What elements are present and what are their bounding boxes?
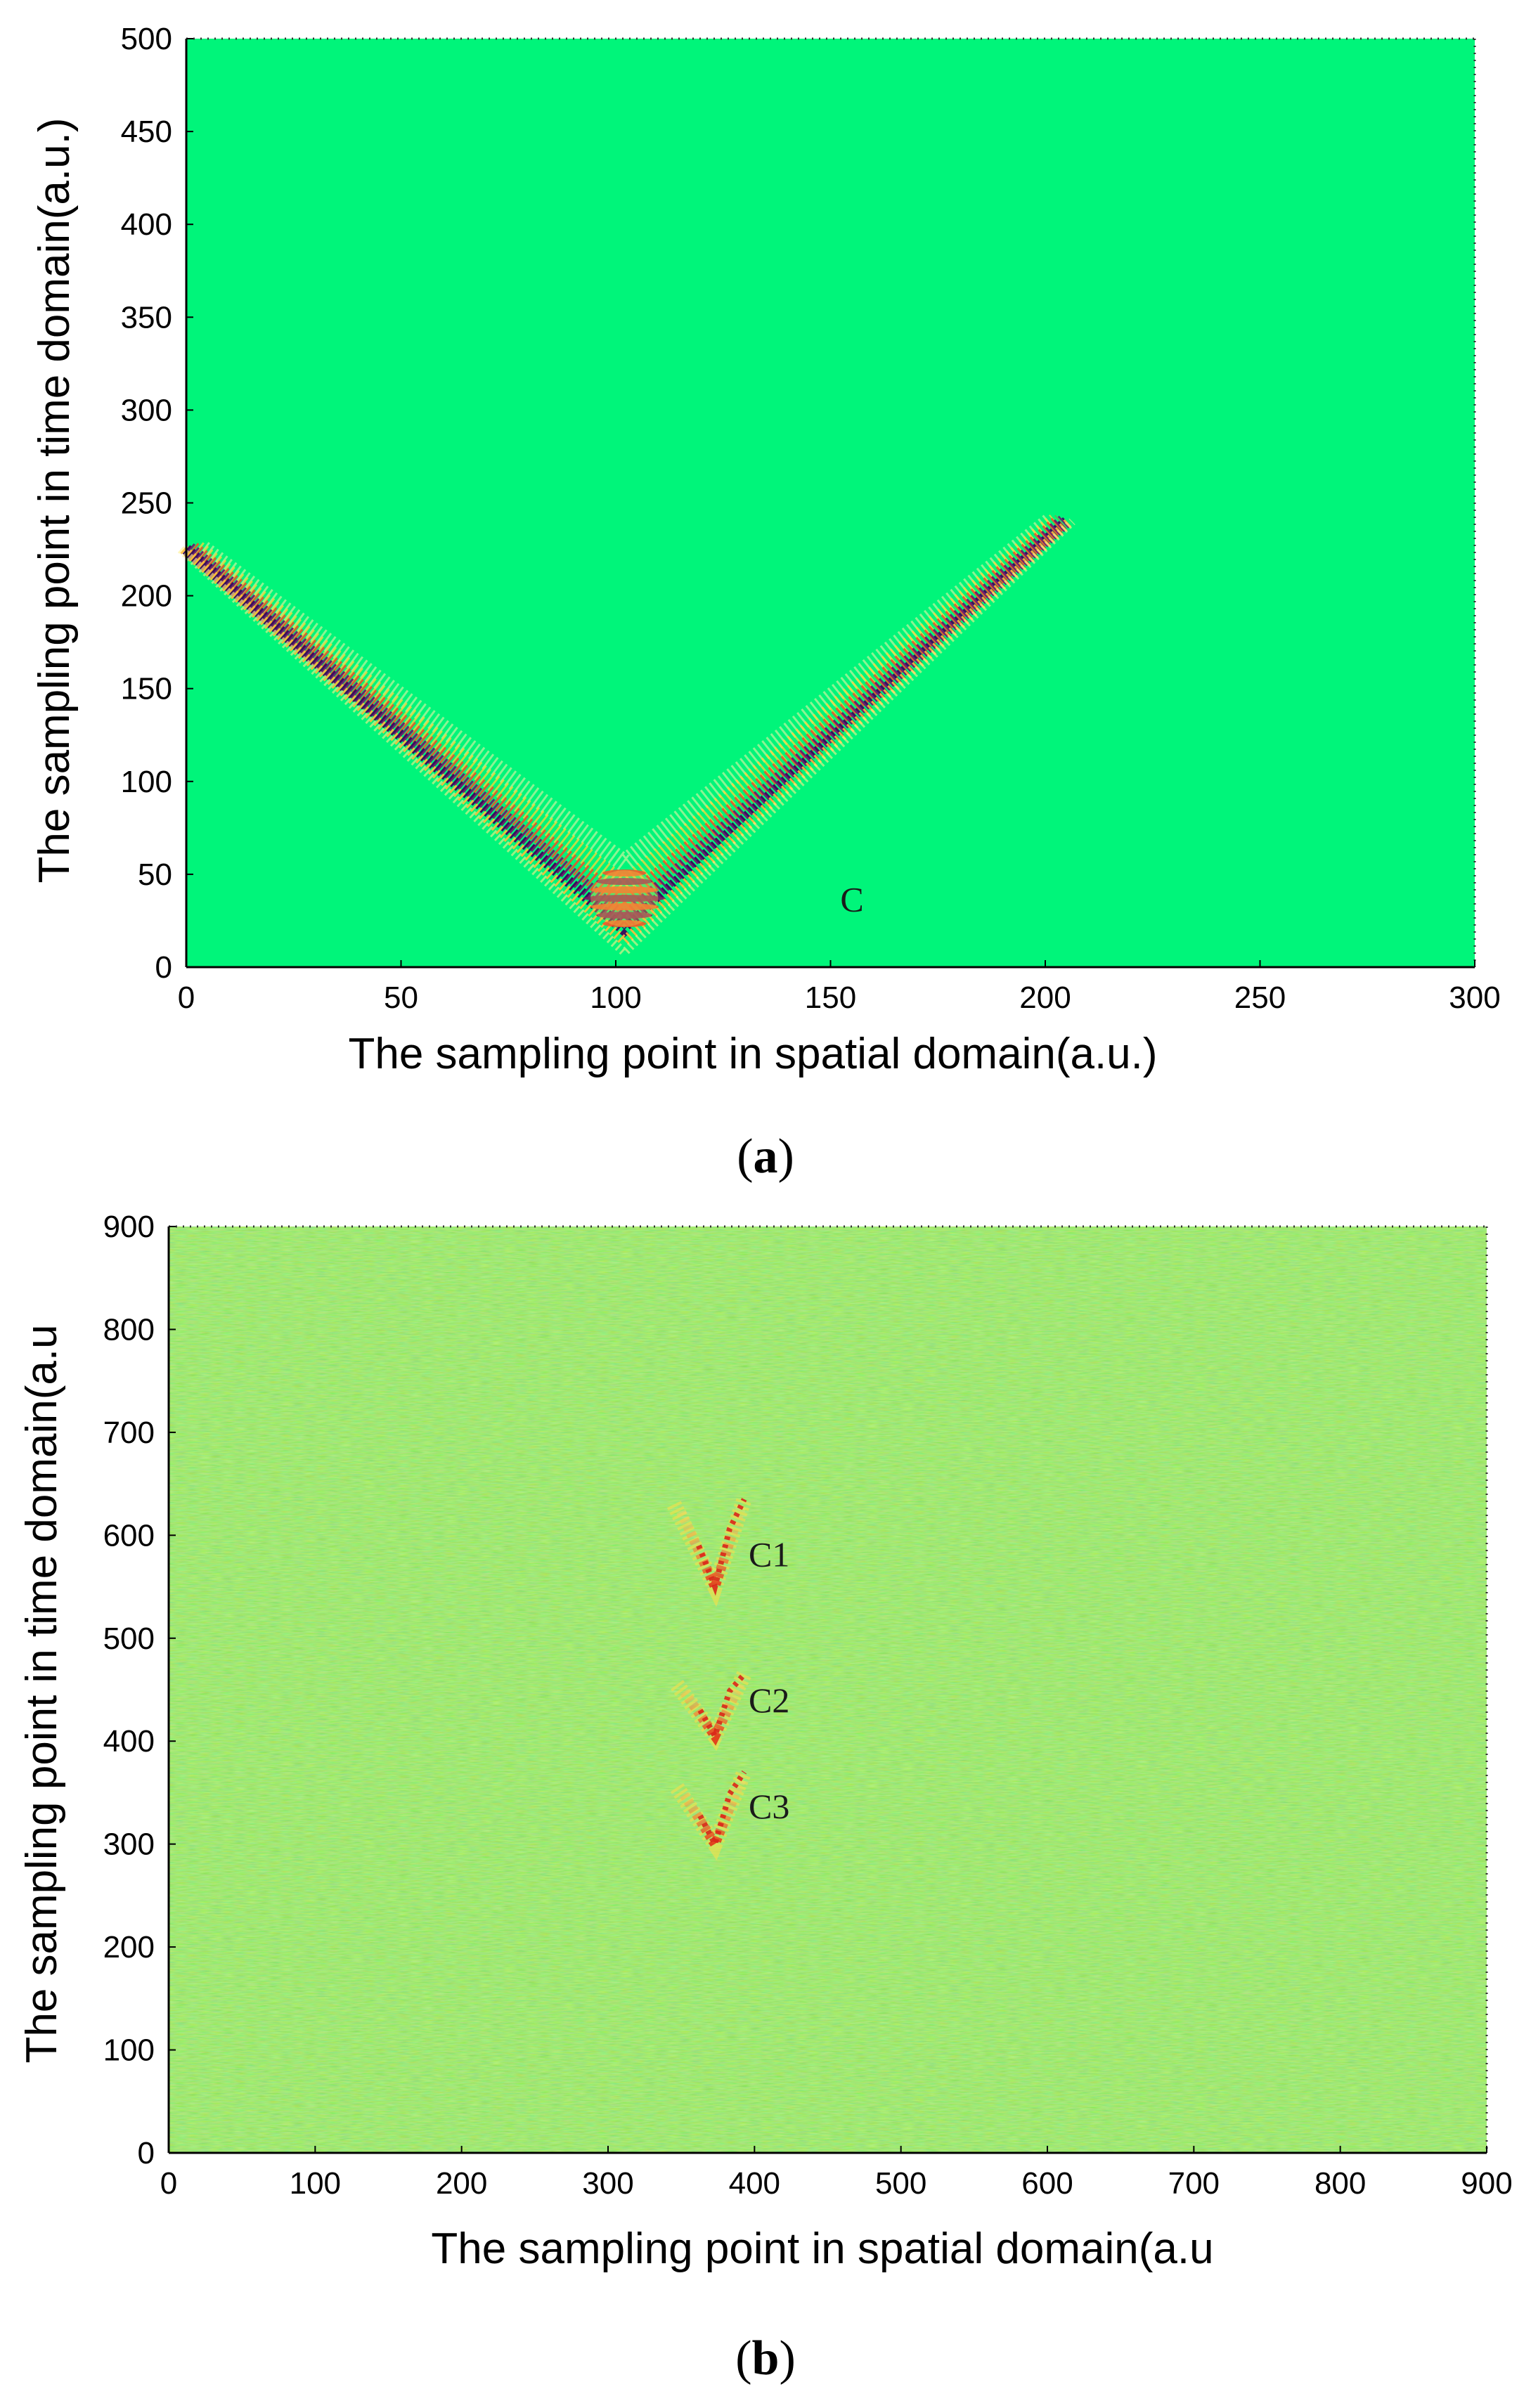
panel-letter-a: a — [754, 1129, 778, 1184]
y-tick-label: 500 — [121, 22, 172, 56]
y-tick-label: 200 — [121, 579, 172, 614]
y-tick-label: 600 — [103, 1518, 155, 1553]
x-tick-label: 250 — [1234, 980, 1286, 1015]
x-tick-label: 500 — [875, 2166, 926, 2201]
y-tick-label: 200 — [103, 1930, 155, 1964]
apex-stripe — [596, 912, 653, 919]
y-ticks-a: 0 50 100 150 200 250 300 350 400 450 500 — [121, 22, 193, 985]
noise-texture-b — [169, 1226, 1487, 2153]
panel-label-b: (b) — [735, 2331, 796, 2386]
v-pattern-inner — [679, 1777, 747, 1855]
y-tick-label: 100 — [103, 2033, 155, 2068]
apex-stripe — [590, 903, 659, 911]
annotation-label: C1 — [749, 1534, 789, 1574]
v-pattern-band — [177, 518, 1075, 959]
x-tick-label: 200 — [436, 2166, 487, 2201]
x-tick-label: 700 — [1168, 2166, 1220, 2201]
panel-letter-b: b — [752, 2331, 780, 2386]
apex-stripe — [596, 878, 653, 886]
v-pattern-inner — [680, 1678, 747, 1746]
x-tick-label: 0 — [178, 980, 195, 1015]
v-pattern-band — [186, 514, 1066, 917]
y-tick-label: 400 — [121, 207, 172, 242]
annotations-b: C1 C2 C3 — [749, 1534, 789, 1826]
pattern-layer-a — [177, 514, 1075, 959]
v-pattern-band — [191, 514, 1062, 898]
x-axis-title-b: The sampling point in spatial domain(a.u — [431, 2225, 1213, 2273]
x-tick-label: 800 — [1314, 2166, 1366, 2201]
v-pattern — [671, 1671, 751, 1752]
y-ticks-b: 0 100 200 300 400 500 600 700 800 900 — [103, 1210, 176, 2170]
v-pattern — [177, 514, 1075, 959]
x-ticks-a: 0 50 100 150 200 250 300 — [178, 960, 1501, 1015]
y-tick-label: 100 — [121, 765, 172, 799]
x-ticks-b: 0 100 200 300 400 500 600 700 800 900 — [160, 2146, 1513, 2201]
x-tick-label: 900 — [1461, 2166, 1512, 2201]
y-axis-title-a: The sampling point in time domain(a.u.) — [30, 118, 79, 883]
apex-stripe — [602, 869, 647, 877]
panel-a: 0 50 100 150 200 250 300 0 50 100 150 200 250 300 350… — [30, 22, 1501, 1184]
y-tick-label: 0 — [155, 950, 172, 985]
apex-stripe — [590, 886, 659, 894]
x-tick-label: 300 — [582, 2166, 633, 2201]
pattern-layer-b — [666, 1496, 752, 1860]
x-tick-label: 200 — [1019, 980, 1071, 1015]
plot-area-a — [186, 39, 1475, 967]
y-tick-label: 400 — [103, 1724, 155, 1759]
x-tick-label: 150 — [805, 980, 856, 1015]
x-tick-label: 100 — [590, 980, 641, 1015]
x-tick-label: 600 — [1021, 2166, 1073, 2201]
y-tick-label: 350 — [121, 300, 172, 335]
y-tick-label: 50 — [138, 857, 172, 892]
v-pattern-band — [183, 515, 1070, 931]
y-tick-label: 300 — [121, 393, 172, 427]
y-axis-title-b: The sampling point in time domain(a.u — [18, 1324, 66, 2063]
y-tick-label: 150 — [121, 672, 172, 706]
y-tick-label: 700 — [103, 1416, 155, 1450]
annotation-label: C — [840, 880, 863, 919]
y-tick-label: 450 — [121, 115, 172, 149]
v-pattern-core — [696, 1498, 747, 1596]
x-tick-label: 100 — [290, 2166, 341, 2201]
annotation-label: C2 — [749, 1681, 789, 1720]
x-tick-label: 50 — [384, 980, 418, 1015]
v-pattern — [666, 1496, 752, 1607]
frame-b — [167, 1225, 1488, 2154]
y-tick-label: 0 — [138, 2136, 155, 2170]
v-pattern-core — [697, 1672, 747, 1743]
x-tick-label: 300 — [1449, 980, 1500, 1015]
x-tick-label: 0 — [160, 2166, 177, 2201]
x-axis-title-a: The sampling point in spatial domain(a.u… — [348, 1030, 1157, 1078]
annotation-label: C3 — [749, 1787, 789, 1826]
v-pattern — [670, 1769, 751, 1860]
apex-stripe — [583, 895, 666, 902]
y-tick-label: 900 — [103, 1210, 155, 1244]
panel-label-a: (a) — [737, 1129, 794, 1184]
x-tick-label: 400 — [729, 2166, 780, 2201]
annotations-a: C — [840, 880, 863, 919]
apex-glow — [590, 870, 659, 927]
y-tick-label: 500 — [103, 1621, 155, 1656]
v-pattern-band — [182, 517, 1071, 938]
y-tick-label: 300 — [103, 1827, 155, 1862]
panel-b: 0 100 200 300 400 500 600 700 800 900 0 100 200 300 4… — [18, 1210, 1513, 2386]
y-tick-label: 250 — [121, 486, 172, 521]
y-tick-label: 800 — [103, 1312, 155, 1347]
apex-stripe — [602, 920, 647, 928]
